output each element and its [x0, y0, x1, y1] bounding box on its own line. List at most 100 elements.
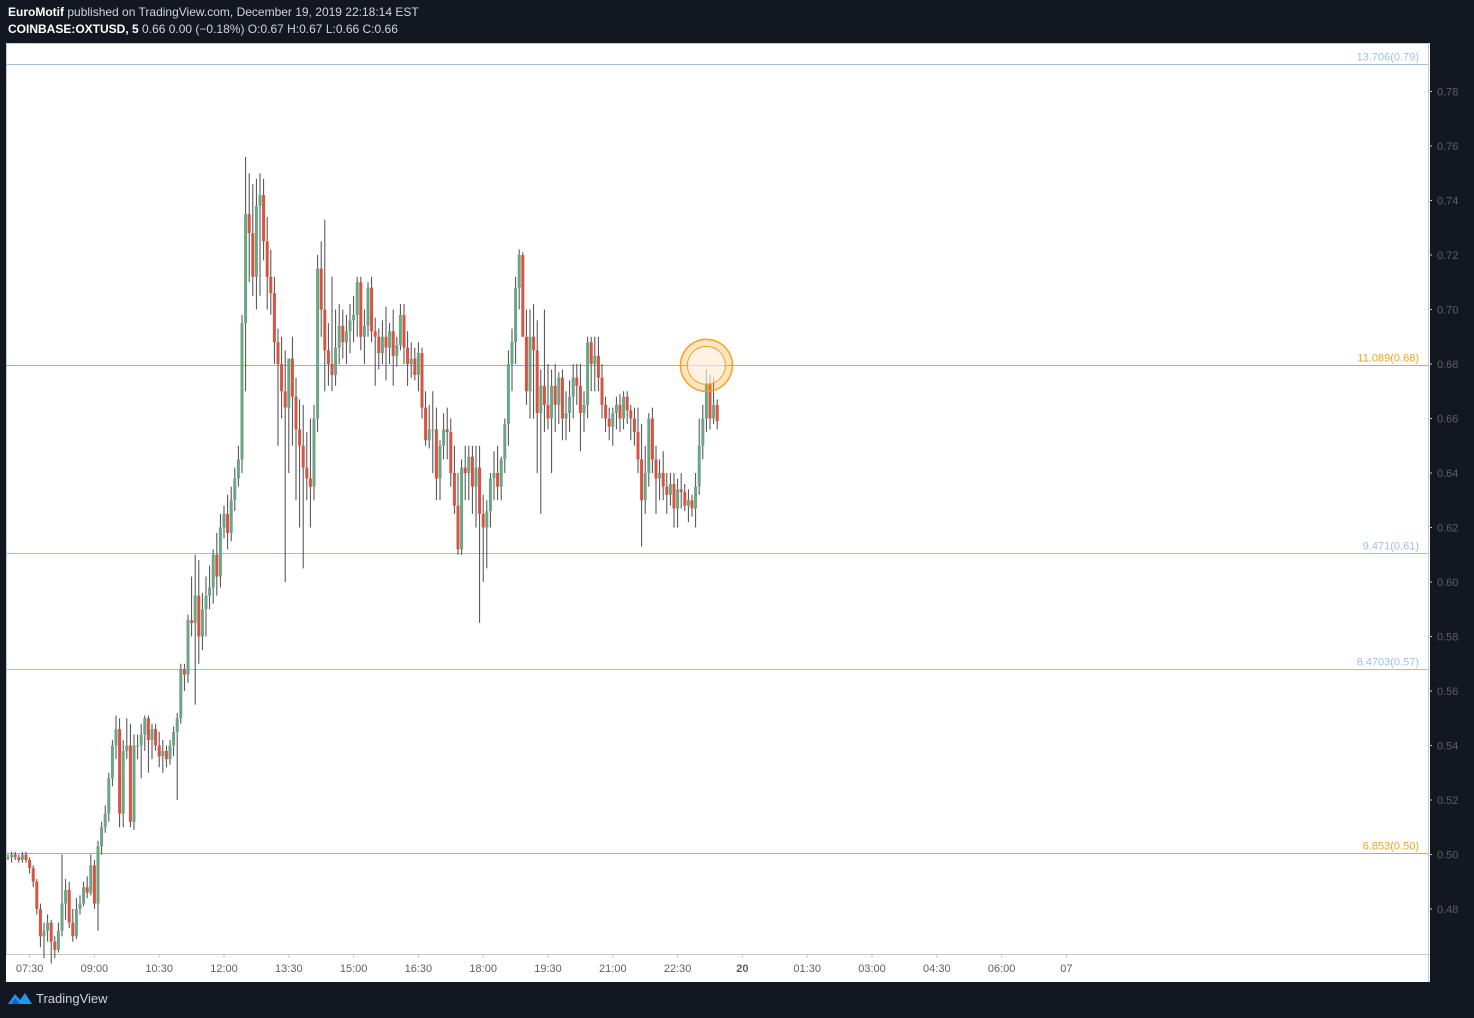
candle-body [53, 941, 57, 950]
time-tick-label: 07 [1060, 963, 1072, 975]
candle-body [341, 325, 345, 343]
candle-body [470, 456, 474, 487]
candle-body [71, 922, 75, 937]
candle-body [704, 383, 708, 419]
candle-body [384, 336, 388, 348]
candle-body [121, 750, 125, 814]
price-tick-label: 0.70 [1437, 305, 1458, 317]
candle-body [348, 320, 352, 332]
candle-body [524, 336, 528, 392]
candle-body [38, 909, 42, 937]
candle-body [665, 486, 669, 495]
time-tick-label: 10:30 [145, 963, 173, 975]
symbol-name[interactable]: COINBASE:OXTUSD, 5 [8, 22, 139, 36]
candle-body [460, 467, 464, 550]
candle-body [582, 404, 586, 414]
candle-body [650, 418, 654, 460]
candle-body [550, 385, 554, 419]
candle-body [377, 336, 381, 354]
candle-body [589, 342, 593, 364]
time-axis[interactable]: 07:30 09:00 10:30 12:00 13:30 15:00 16:30 18:00… [16, 954, 1073, 975]
price-tick-label: 0.76 [1437, 141, 1458, 153]
price-tick-label: 0.60 [1437, 577, 1458, 589]
candle-body [413, 358, 417, 375]
candle-body [287, 358, 291, 408]
candle-body [636, 432, 640, 460]
price-tick-label: 0.54 [1437, 741, 1458, 753]
price-tick-label: 0.56 [1437, 686, 1458, 698]
candle-body [485, 511, 489, 528]
candle-body [445, 429, 449, 433]
candle-body [96, 846, 100, 904]
candle-body [492, 473, 496, 479]
candle-body [575, 377, 579, 386]
candle-body [337, 325, 341, 348]
candle-body [701, 418, 705, 446]
candle-body [251, 233, 255, 277]
time-tick-label: 07:30 [16, 963, 44, 975]
candle-body [46, 922, 50, 931]
fib-level-label: 8.4703(0.57) [1357, 657, 1419, 669]
time-tick-label: 15:00 [340, 963, 368, 975]
candle-body [334, 347, 338, 375]
candle-body [715, 404, 719, 422]
candle-body [420, 353, 424, 408]
candles [6, 156, 719, 964]
candle-body [78, 903, 82, 909]
time-tick-label: 12:00 [210, 963, 238, 975]
candle-body [100, 827, 104, 847]
candle-body [427, 429, 431, 441]
candle-body [128, 745, 132, 822]
candle-body [164, 750, 168, 760]
candle-body [564, 413, 568, 419]
candle-body [42, 930, 46, 937]
candle-body [13, 854, 17, 858]
candle-body [60, 903, 64, 931]
brand-label: TradingView [36, 990, 108, 1006]
candle-body [449, 432, 453, 473]
candle-body [362, 325, 366, 337]
candle-body [305, 467, 309, 479]
candle-body [107, 778, 111, 814]
candle-body [578, 385, 582, 414]
candle-body [132, 745, 136, 822]
candle-body [632, 418, 636, 433]
price-axis[interactable]: 0.78 0.76 0.74 0.72 0.70 0.68 0.66 0.64 0.62 0.60… [1428, 87, 1458, 917]
candle-body [204, 595, 208, 610]
candle-body [114, 729, 118, 746]
candle-body [593, 355, 597, 364]
candle-body [56, 930, 60, 950]
candle-body [388, 331, 392, 348]
candle-body [370, 287, 374, 332]
candle-body [168, 745, 172, 760]
candle-body [110, 745, 114, 779]
candle-body [503, 423, 507, 460]
price-tick-label: 0.64 [1437, 468, 1458, 480]
candle-body [182, 669, 186, 675]
candle-body [67, 889, 71, 923]
candle-body [323, 309, 327, 351]
publish-info: EuroMotif published on TradingView.com, … [8, 5, 419, 19]
candle-body [499, 459, 503, 487]
candle-body [269, 276, 273, 294]
candle-body [118, 729, 122, 814]
author-name[interactable]: EuroMotif [8, 5, 64, 19]
candle-body [49, 922, 53, 942]
candle-body [456, 505, 460, 550]
candle-body [262, 195, 266, 242]
time-tick-label: 19:30 [534, 963, 562, 975]
tradingview-brand[interactable]: TradingView [8, 990, 108, 1006]
candle-body [622, 396, 626, 419]
time-tick-label: 22:30 [664, 963, 692, 975]
candle-body [506, 364, 510, 424]
candle-body [240, 323, 244, 460]
candle-body [366, 287, 370, 326]
candle-body [82, 887, 86, 904]
candle-body [395, 344, 399, 356]
candle-body [31, 868, 35, 882]
candle-body [352, 314, 356, 321]
price-tick-label: 0.52 [1437, 795, 1458, 807]
candle-body [478, 467, 482, 514]
fib-level-label: 9.471(0.61) [1363, 541, 1419, 553]
